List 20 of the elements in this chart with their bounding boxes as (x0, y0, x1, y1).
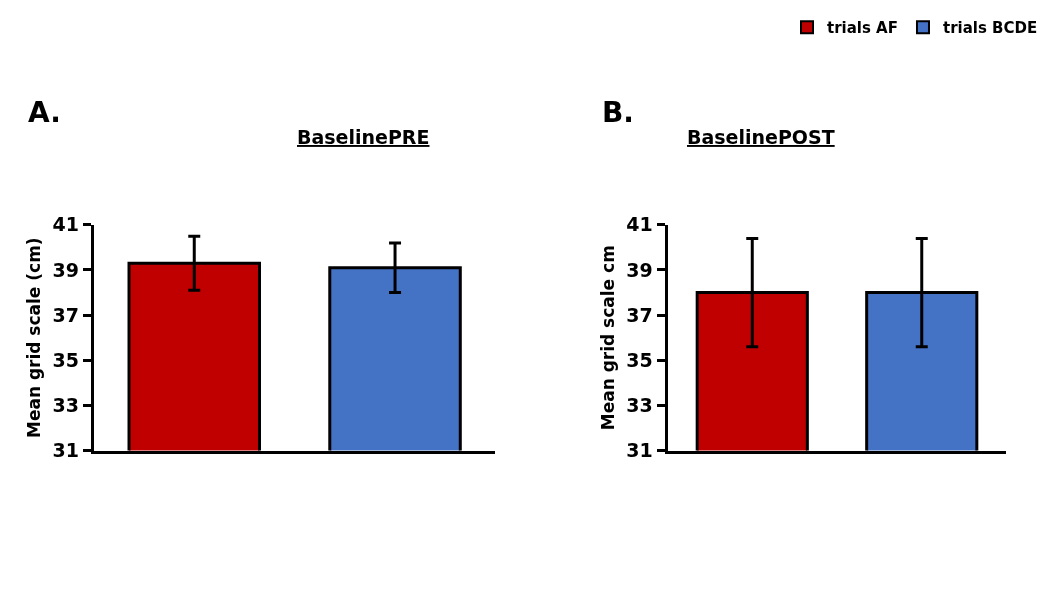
y-tick-label: 31 (626, 439, 653, 462)
y-tick-label: 33 (626, 394, 653, 417)
y-axis-title: Mean grid scale cm (597, 245, 618, 431)
y-tick-label: 33 (52, 394, 80, 417)
y-tick-label: 39 (626, 258, 653, 281)
y-axis-title: Mean grid scale (cm) (24, 237, 45, 439)
y-tick-label: 35 (626, 348, 653, 371)
y-tick-label: 41 (52, 213, 80, 236)
y-tick-label: 35 (52, 348, 80, 371)
y-tick-label: 41 (626, 213, 653, 236)
y-tick-label: 37 (52, 303, 80, 326)
y-tick-label: 39 (52, 258, 80, 281)
chart-title: BaselinePRE (297, 126, 430, 148)
text: B. (602, 96, 634, 129)
text: A. (28, 96, 61, 129)
legend-label: trials AF (827, 19, 898, 38)
y-tick-label: 37 (626, 303, 653, 326)
y-tick-label: 31 (52, 439, 80, 462)
legend-label: trials BCDE (942, 19, 1038, 38)
chart-title: BaselinePOST (687, 126, 835, 148)
